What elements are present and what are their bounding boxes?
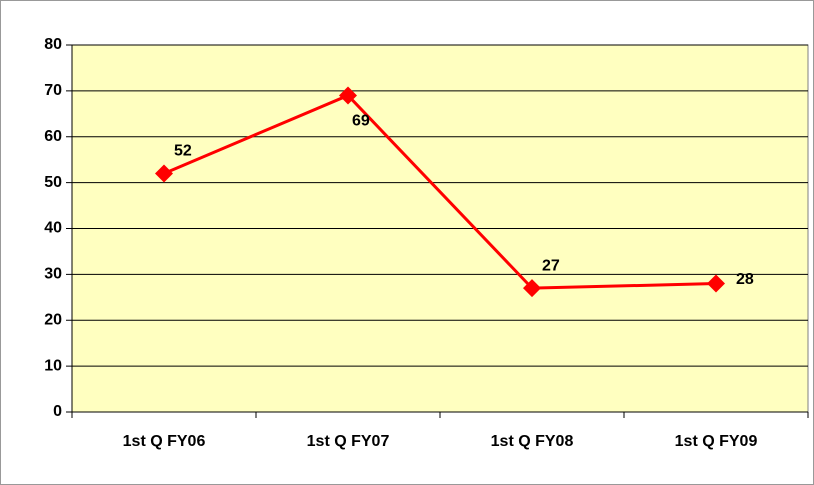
y-tick-label: 70 (44, 82, 62, 99)
line (163, 93, 717, 290)
x-tick-label: 1st Q FY06 (123, 433, 206, 450)
y-tick-label: 60 (44, 128, 62, 145)
y-tick-label: 20 (44, 311, 62, 328)
y-tick-label: 10 (44, 357, 62, 374)
marker (155, 164, 173, 183)
data-label: 69 (352, 113, 370, 130)
data-label: 27 (542, 257, 560, 274)
y-tick-label: 30 (44, 266, 62, 283)
x-tick-label: 1st Q FY09 (675, 433, 758, 450)
x-tick-label: 1st Q FY07 (307, 433, 390, 450)
data-label: 52 (174, 143, 192, 160)
marker (707, 274, 725, 293)
y-tick-label: 40 (44, 220, 62, 237)
y-tick-label: 80 (44, 36, 62, 53)
y-tick-label: 50 (44, 174, 62, 191)
marker (339, 86, 357, 105)
marker (523, 279, 541, 298)
x-tick-label: 1st Q FY08 (491, 433, 574, 450)
data-label: 28 (736, 271, 754, 288)
y-tick-label: 0 (53, 403, 62, 420)
